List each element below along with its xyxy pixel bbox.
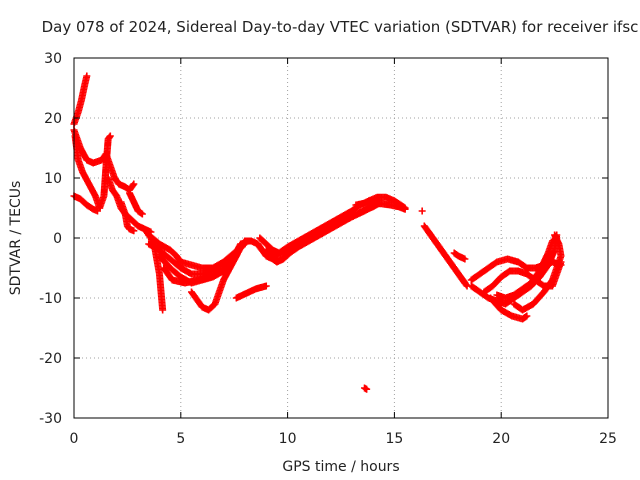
x-tick-label: 25	[599, 431, 617, 447]
data-point-arc-ad	[523, 312, 531, 320]
data-point-arc-e	[106, 132, 114, 140]
data-point-arc-f	[130, 180, 138, 188]
x-tick-label: 5	[176, 431, 185, 447]
y-tick-label: 30	[44, 51, 62, 67]
data-point-arc-w	[418, 207, 426, 215]
y-tick-label: 0	[53, 231, 62, 247]
y-tick-label: 20	[44, 111, 62, 127]
y-axis-label: SDTVAR / TECUs	[8, 181, 24, 296]
y-tick-label: -10	[39, 291, 62, 307]
chart-title: Day 078 of 2024, Sidereal Day-to-day VTE…	[42, 18, 639, 36]
x-tick-label: 0	[70, 431, 79, 447]
axis-ticks: 0 5 10 15 20 25 -30 -20 -10 0 10 20 30	[39, 51, 617, 447]
data-point-arc-a	[83, 72, 91, 80]
y-tick-label: 10	[44, 171, 62, 187]
y-tick-label: -20	[39, 351, 62, 367]
data-point-arc-v	[363, 385, 371, 393]
data-point-arc-p	[262, 282, 270, 290]
data-point-arc-z	[461, 255, 469, 263]
data-point-arc-h	[130, 227, 138, 235]
data-point-arc-u	[401, 205, 409, 213]
x-axis-label: GPS time / hours	[282, 459, 399, 475]
x-tick-label: 10	[279, 431, 297, 447]
x-tick-label: 15	[385, 431, 403, 447]
data-point-arc-i	[138, 210, 146, 218]
y-tick-label: -30	[39, 411, 62, 427]
data-point-arc-y	[462, 281, 470, 289]
x-tick-label: 20	[492, 431, 510, 447]
data-points	[70, 72, 565, 393]
data-point-arc-af	[553, 234, 561, 242]
data-point-arc-j	[159, 306, 167, 314]
data-point-arc-f	[129, 181, 137, 189]
